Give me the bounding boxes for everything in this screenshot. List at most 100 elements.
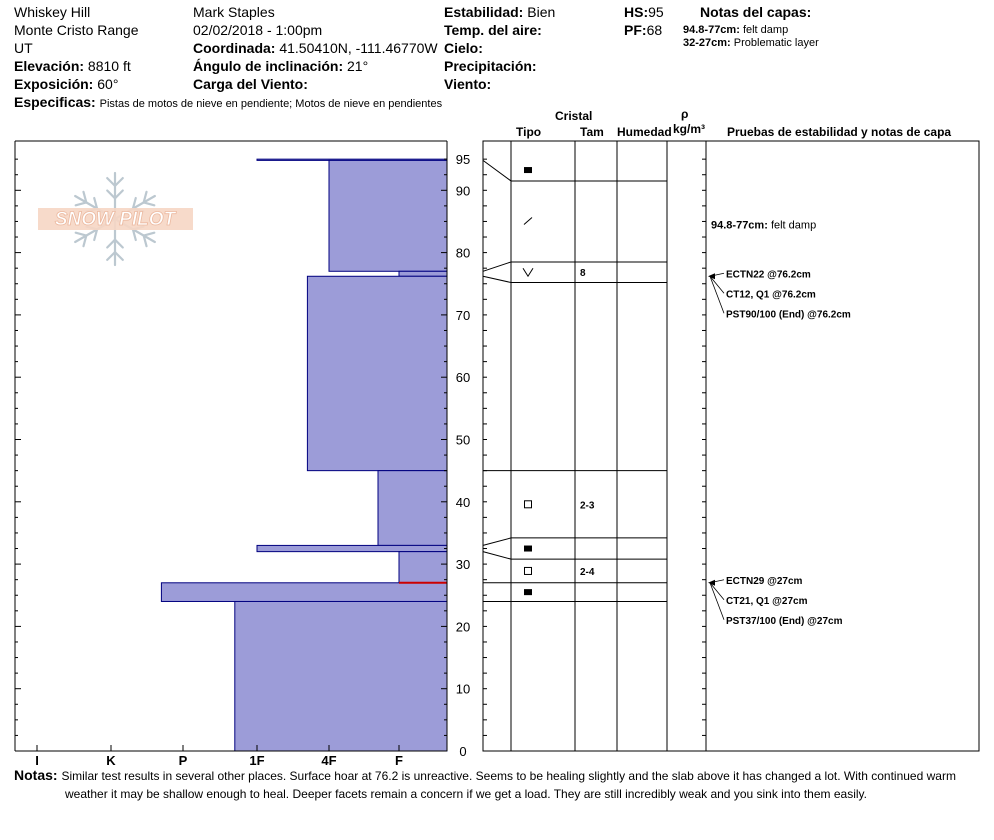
test-arrowhead-icon (708, 273, 715, 280)
stability-test-result: ECTN22 @76.2cm (726, 269, 811, 280)
notes-row: Notas: Similar test results in several o… (14, 767, 956, 783)
layer-note-2-text: Problematic layer (733, 37, 819, 49)
range-name: Monte Cristo Range (14, 22, 139, 38)
wind-load-label: Carga del Viento: (193, 76, 308, 92)
specifics-row: Especificas: Pistas de motos de nieve en… (14, 94, 442, 111)
crystal-header: Cristal (555, 109, 593, 123)
layer-boundary (482, 159, 667, 182)
stability-label: Estabilidad: (444, 4, 524, 20)
stability-test-result: CT21, Q1 @27cm (726, 596, 808, 607)
layer-note-in-chart: 94.8-77cm: felt damp (711, 220, 816, 232)
stability-test-result: PST90/100 (End) @76.2cm (726, 309, 851, 320)
snowflake-branch (106, 238, 117, 249)
layer-boundary (482, 275, 667, 284)
slope-label: Ángulo de inclinación: (193, 58, 344, 74)
hardness-bar (377, 470, 448, 546)
snowflake-branch (106, 251, 117, 261)
hardness-bar (160, 582, 448, 602)
snowpilot-logo-text: SNOW PILOT (55, 209, 177, 230)
snowflake-branch (106, 189, 117, 200)
pf-label: PF: (624, 22, 647, 38)
snowflake-branch (142, 231, 156, 237)
stability-test-result: ECTN29 @27cm (726, 576, 803, 587)
x-tick-label: I (35, 753, 39, 768)
y-tick-label: 0 (459, 744, 466, 759)
aspect-label: Exposición: (14, 76, 94, 92)
snowflake-branch (74, 201, 88, 207)
wind-label: Viento: (444, 76, 492, 92)
notes-line-2: weather it may be shallow enough to heal… (65, 787, 867, 801)
snowflake-branch (113, 238, 124, 249)
sky-label: Cielo: (444, 40, 483, 56)
y-tick-label: 30 (456, 557, 470, 572)
grain-size-label: 2-3 (580, 500, 595, 511)
hardness-bar (328, 159, 448, 272)
layer-boundary (482, 537, 667, 546)
y-tick-label: 10 (456, 682, 470, 697)
snowflake-branch (113, 177, 124, 187)
test-arrow-line (709, 582, 725, 620)
elevation-row: Elevación: 8810 ft (14, 58, 131, 74)
y-tick-label: 20 (456, 619, 470, 634)
profile-table-frame (482, 140, 980, 752)
tests-header: Pruebas de estabilidad y notas de capa (727, 125, 952, 139)
aspect-row: Exposición: 60° (14, 76, 118, 92)
snowflake-branch (82, 234, 88, 248)
hs-value: 95 (648, 4, 664, 20)
humidity-header: Humedad (617, 125, 672, 139)
aspect-value: 60° (97, 76, 119, 92)
layer-note-1: 94.8-77cm: felt damp (683, 24, 788, 37)
snowflake-branch (106, 177, 117, 187)
x-tick-label: 4F (321, 753, 336, 768)
air-temp-label: Temp. del aire: (444, 22, 542, 38)
x-tick-label: F (395, 753, 403, 768)
snowflake-branch (131, 196, 137, 210)
snowflake-branch (82, 190, 88, 204)
layer-boundary (482, 261, 667, 272)
snowflake-branch (142, 201, 156, 207)
grain-size-label: 2-4 (580, 567, 595, 578)
test-arrowhead-icon (708, 579, 715, 586)
hardness-bar (398, 270, 448, 277)
y-tick-label: 80 (456, 246, 470, 261)
density-unit-header: kg/m³ (673, 122, 706, 136)
layer-note-1-range: 94.8-77cm: (683, 24, 740, 36)
elevation-label: Elevación: (14, 58, 85, 74)
y-tick-label: 50 (456, 433, 470, 448)
rho-header: ρ (681, 107, 689, 121)
y-tick-label: 60 (456, 370, 470, 385)
layer-note-2: 32-27cm: Problematic layer (683, 37, 819, 50)
pf-value: 68 (646, 22, 663, 38)
test-arrow-line (709, 276, 725, 294)
hardness-bar (234, 600, 448, 752)
stability-test-result: PST37/100 (End) @27cm (726, 616, 843, 627)
test-arrow-line (709, 582, 725, 601)
grain-filled-square-icon (524, 167, 532, 174)
x-tick-label: P (179, 753, 188, 768)
snowpilot-logo: SNOW PILOT (38, 171, 193, 267)
specifics-value: Pistas de motos de nieve en pendiente; M… (99, 98, 443, 110)
y-tick-label: 40 (456, 495, 470, 510)
snowflake-branch (113, 189, 124, 200)
precip-label: Precipitación: (444, 58, 537, 74)
layer-note-2-range: 32-27cm: (683, 37, 731, 49)
y-tick-label: 95 (456, 152, 470, 167)
elevation-value: 8810 ft (87, 58, 131, 74)
layer-note-1-text: felt damp (742, 24, 789, 36)
grain-open-square-icon (524, 500, 532, 509)
hs-label: HS: (624, 4, 649, 20)
snowflake-branch (93, 196, 99, 210)
grain-size-label: 8 (580, 268, 586, 279)
observation-datetime: 02/02/2018 - 1:00pm (193, 22, 323, 38)
snowflake-branch (131, 228, 137, 242)
hs-row: HS:95 (624, 4, 664, 20)
grain-slash-icon (523, 217, 533, 225)
layer-boundary (482, 551, 667, 560)
grain-surface-hoar-icon (522, 267, 534, 278)
state-name: UT (14, 40, 33, 56)
snowflake-branch (142, 190, 148, 204)
slope-row: Ángulo de inclinación: 21° (193, 58, 368, 74)
slope-value: 21° (347, 58, 369, 74)
layer-note-in-chart-range: 94.8-77cm: (711, 220, 771, 232)
